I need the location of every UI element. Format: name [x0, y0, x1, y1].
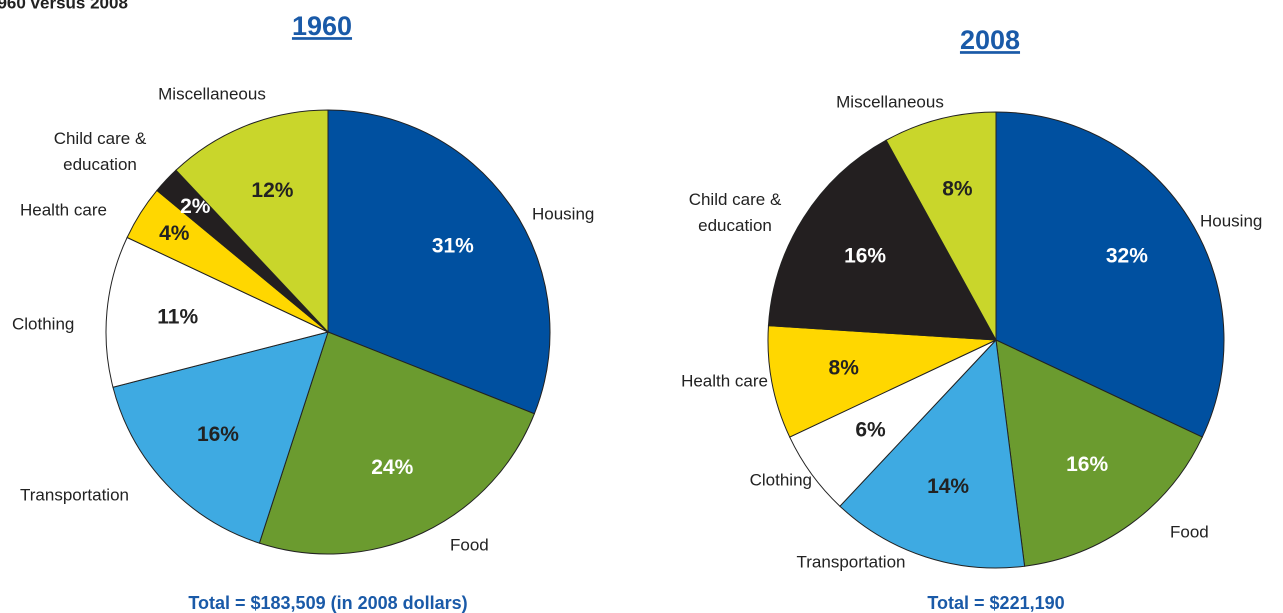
category-label: Health care [20, 200, 107, 219]
category-label: Miscellaneous [836, 92, 944, 111]
pie-slice [995, 339, 1203, 567]
category-label: Health care [681, 371, 768, 390]
category-label: Child care & education [54, 129, 147, 174]
category-label: Housing [1200, 211, 1262, 230]
page-title: 1960 versus 2008 [0, 0, 128, 12]
category-label: Transportation [20, 485, 129, 504]
value-label: 32% [1106, 244, 1148, 267]
pie-slice [839, 338, 1026, 569]
value-label: 24% [371, 456, 413, 479]
value-label: 16% [197, 423, 239, 446]
pie-slice [767, 139, 997, 341]
category-label: Miscellaneous [158, 84, 266, 103]
pie-title: 2008 [960, 25, 1020, 55]
category-label: Clothing [12, 314, 74, 333]
category-label: Food [1170, 522, 1209, 541]
category-label: Housing [532, 204, 594, 223]
pie-slice [112, 331, 329, 544]
value-label: 8% [942, 177, 973, 200]
value-label: 4% [159, 222, 190, 245]
value-label: 31% [432, 235, 474, 258]
pie-slice [885, 111, 997, 341]
pie-title: 1960 [292, 11, 352, 41]
value-label: 6% [855, 419, 886, 442]
category-label: Child care & education [689, 190, 782, 235]
value-label: 14% [927, 475, 969, 498]
category-label: Food [450, 535, 489, 554]
pie-slice [105, 236, 330, 388]
pie-slice [258, 331, 536, 555]
pie-slice [327, 109, 551, 415]
value-label: 16% [1066, 453, 1108, 476]
value-label: 2% [180, 195, 211, 218]
value-label: 8% [829, 357, 860, 380]
value-label: 11% [157, 305, 198, 328]
pie-slice [767, 325, 997, 438]
footnote: Total = $183,509 (in 2008 dollars) [188, 593, 467, 613]
footnote: Total = $221,190 [927, 593, 1064, 613]
pie-slice [175, 109, 329, 334]
pie-slice [995, 111, 1225, 438]
value-label: 16% [844, 244, 886, 267]
category-label: Transportation [797, 552, 906, 571]
value-label: 12% [251, 179, 293, 202]
category-label: Clothing [750, 470, 812, 489]
